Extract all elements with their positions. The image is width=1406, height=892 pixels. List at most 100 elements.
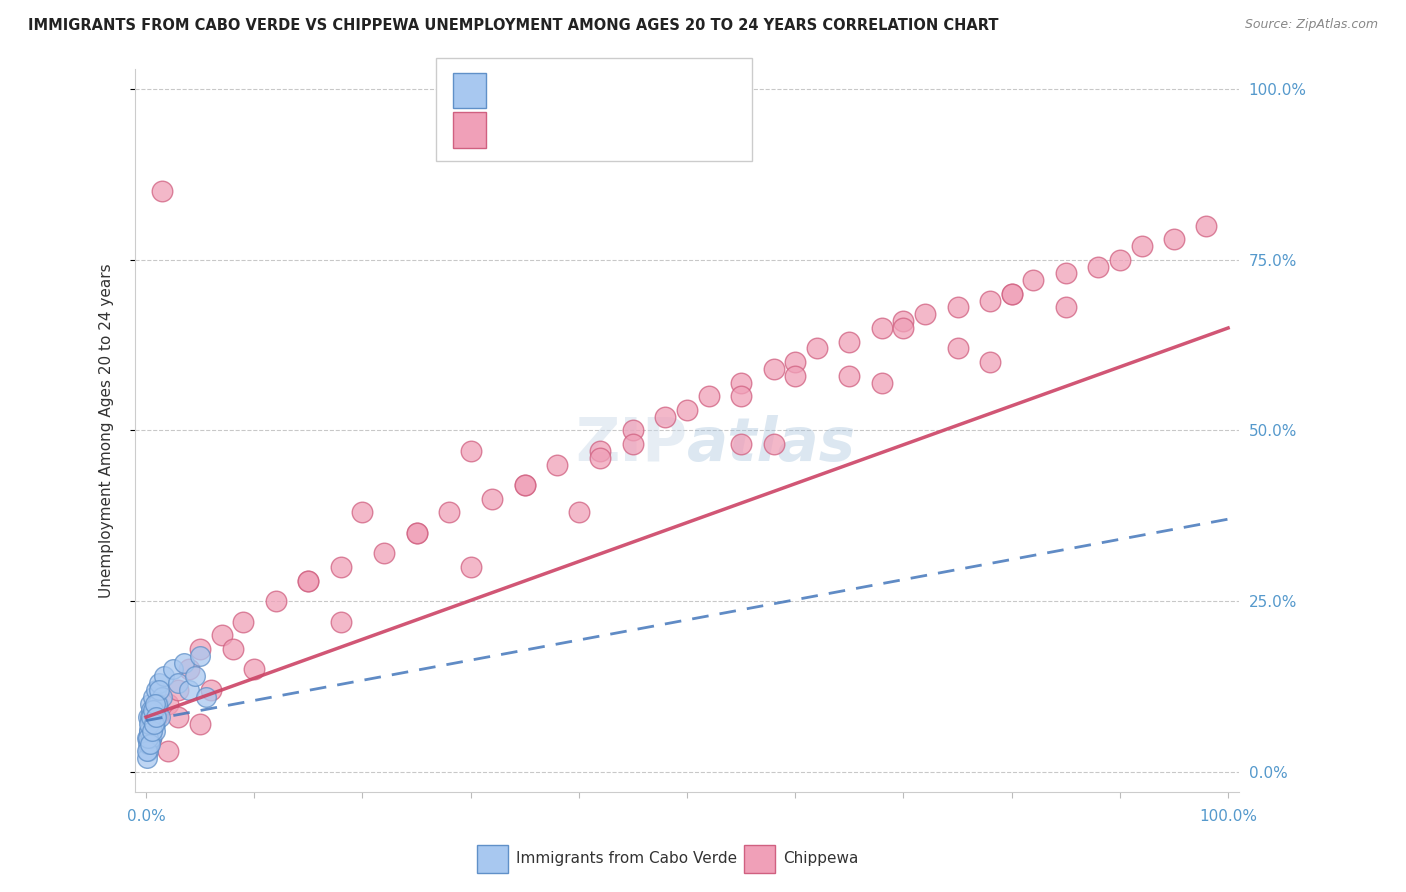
Point (150, 185, 173, 199)
Point (188, 641, 211, 656)
Text: R = 0.159: R = 0.159 (496, 81, 586, 100)
Y-axis label: Unemployment Among Ages 20 to 24 years: Unemployment Among Ages 20 to 24 years (100, 263, 114, 598)
Point (146, 710, 169, 724)
Point (762, 362, 785, 376)
Point (146, 697, 169, 711)
Point (697, 389, 720, 403)
Point (1054, 266, 1077, 280)
Point (211, 628, 233, 642)
Point (136, 751, 159, 765)
Text: 100.0%: 100.0% (1199, 809, 1257, 824)
Point (179, 662, 201, 676)
Point (589, 443, 612, 458)
Point (179, 682, 201, 697)
Point (141, 690, 163, 704)
Point (143, 723, 166, 738)
Text: atlas: atlas (688, 415, 856, 474)
Point (730, 389, 752, 403)
Point (838, 368, 860, 383)
Point (1130, 239, 1153, 253)
Point (143, 717, 166, 731)
Point (297, 574, 319, 588)
Point (188, 717, 211, 731)
Point (145, 682, 167, 697)
Point (979, 293, 1001, 308)
Point (138, 723, 160, 738)
Point (138, 717, 160, 731)
Point (481, 491, 503, 506)
Point (143, 697, 166, 711)
Point (838, 334, 860, 349)
Point (654, 409, 676, 424)
Point (167, 710, 190, 724)
Point (141, 731, 163, 745)
Point (730, 376, 752, 390)
Point (150, 690, 173, 704)
Text: Chippewa: Chippewa (783, 852, 859, 866)
Point (264, 594, 287, 608)
Point (162, 662, 184, 676)
Point (893, 314, 915, 328)
Point (460, 443, 482, 458)
Point (143, 717, 166, 731)
Point (546, 458, 568, 472)
Point (156, 744, 179, 758)
Point (232, 615, 254, 629)
Text: IMMIGRANTS FROM CABO VERDE VS CHIPPEWA UNEMPLOYMENT AMONG AGES 20 TO 24 YEARS CO: IMMIGRANTS FROM CABO VERDE VS CHIPPEWA U… (28, 18, 998, 33)
Point (221, 641, 243, 656)
Point (329, 615, 352, 629)
Point (460, 560, 482, 574)
Point (145, 710, 167, 724)
Point (329, 560, 352, 574)
Point (730, 437, 752, 451)
Point (188, 648, 211, 663)
Point (183, 669, 205, 683)
Point (513, 478, 536, 492)
Point (1109, 252, 1132, 267)
Point (139, 717, 162, 731)
Point (762, 437, 785, 451)
Point (136, 744, 159, 758)
Point (297, 574, 319, 588)
Point (676, 403, 699, 417)
Point (979, 355, 1001, 369)
Point (1001, 286, 1024, 301)
Point (153, 669, 176, 683)
Point (1054, 301, 1077, 315)
Point (405, 525, 427, 540)
Point (946, 301, 969, 315)
Point (914, 307, 936, 321)
Point (167, 682, 190, 697)
Point (785, 355, 807, 369)
Point (141, 703, 163, 717)
Text: ZIP: ZIP (575, 415, 688, 474)
Point (200, 682, 222, 697)
Point (167, 676, 190, 690)
Text: 0.0%: 0.0% (127, 809, 166, 824)
Point (589, 450, 612, 465)
Point (148, 682, 170, 697)
Point (156, 697, 179, 711)
Point (870, 321, 893, 335)
Point (139, 710, 162, 724)
Point (142, 710, 165, 724)
Point (139, 710, 162, 724)
Text: R = 0.681: R = 0.681 (496, 121, 586, 139)
Point (141, 731, 163, 745)
Point (1001, 286, 1024, 301)
Point (1087, 260, 1109, 274)
Point (136, 738, 159, 752)
Point (243, 662, 266, 676)
Point (136, 731, 159, 745)
Point (1163, 232, 1185, 246)
Point (870, 376, 893, 390)
Text: Immigrants from Cabo Verde: Immigrants from Cabo Verde (516, 852, 737, 866)
Point (785, 368, 807, 383)
Point (138, 738, 160, 752)
Point (173, 656, 195, 670)
Point (893, 321, 915, 335)
Point (148, 676, 170, 690)
Point (806, 342, 828, 356)
Point (141, 723, 163, 738)
Point (146, 703, 169, 717)
